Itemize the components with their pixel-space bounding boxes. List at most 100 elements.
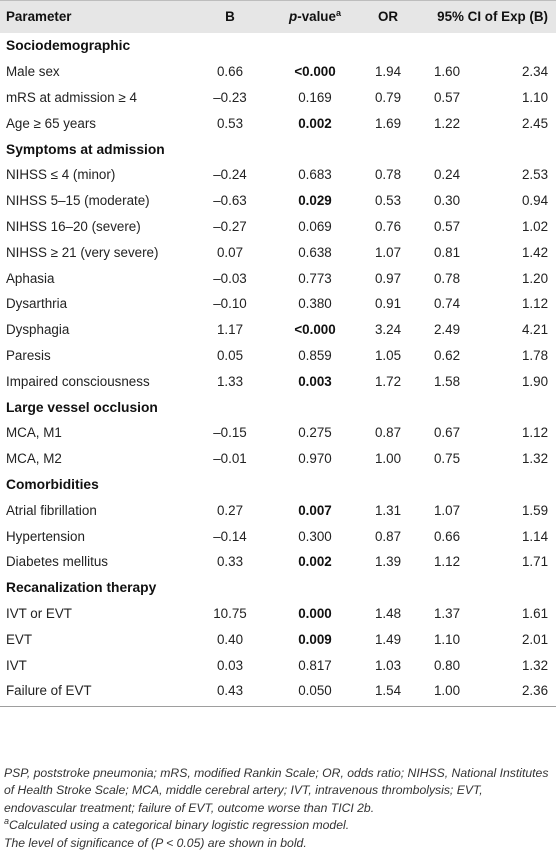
cell-pvalue: 0.683 [298, 167, 332, 183]
cell-or: 1.72 [374, 373, 402, 389]
table-row: Dysarthria –0.10 0.380 0.91 0.74 1.12 [0, 290, 556, 317]
table-body: Sociodemographic Male sex 0.66 <0.000 1.94 1.… [0, 33, 556, 704]
cell-ci-lower: 1.22 [433, 115, 461, 131]
notes-significance: The level of significance of (P < 0.05) … [4, 835, 307, 850]
cell-ci-lower: 1.10 [433, 631, 461, 647]
cell-parameter: Hypertension [6, 528, 85, 544]
table-top-rule [0, 0, 556, 1]
notes-abbreviations: PSP, poststroke pneumonia; mRS, modified… [4, 766, 549, 815]
cell-ci-upper: 1.10 [521, 89, 549, 105]
cell-b: 0.03 [216, 657, 244, 673]
cell-or: 0.53 [374, 193, 402, 209]
cell-b: 0.05 [216, 347, 244, 363]
table-bottom-rule [0, 706, 556, 707]
cell-b: 1.33 [216, 373, 244, 389]
table-notes: PSP, poststroke pneumonia; mRS, modified… [4, 765, 552, 852]
cell-pvalue: <0.000 [294, 322, 336, 338]
cell-parameter: Diabetes mellitus [6, 554, 108, 570]
cell-pvalue: 0.003 [298, 373, 332, 389]
cell-ci-upper: 4.21 [521, 322, 549, 338]
cell-pvalue: 0.817 [298, 657, 332, 673]
cell-parameter: mRS at admission ≥ 4 [6, 89, 137, 105]
table-row: Male sex 0.66 <0.000 1.94 1.60 2.34 [0, 58, 556, 85]
cell-ci-lower: 1.60 [433, 64, 461, 80]
header-or: OR [377, 9, 399, 24]
header-b: B [225, 9, 235, 24]
cell-parameter: Failure of EVT [6, 683, 92, 699]
cell-ci-upper: 1.20 [521, 270, 549, 286]
cell-parameter: NIHSS 16–20 (severe) [6, 218, 141, 234]
cell-parameter: Male sex [6, 64, 60, 80]
cell-parameter: NIHSS ≤ 4 (minor) [6, 167, 116, 183]
cell-ci-lower: 0.75 [433, 451, 461, 467]
cell-ci-lower: 0.57 [433, 218, 461, 234]
cell-or: 1.00 [374, 451, 402, 467]
cell-ci-upper: 1.42 [521, 244, 549, 260]
table-row: NIHSS ≤ 4 (minor) –0.24 0.683 0.78 0.24 2.53 [0, 161, 556, 188]
cell-b: 0.53 [216, 115, 244, 131]
cell-parameter: NIHSS ≥ 21 (very severe) [6, 244, 159, 260]
header-ci: 95% CI of Exp (B) [437, 9, 549, 24]
table-row: MCA, M2 –0.01 0.970 1.00 0.75 1.32 [0, 445, 556, 472]
cell-ci-upper: 2.36 [521, 683, 549, 699]
cell-b: 0.27 [216, 502, 244, 518]
cell-pvalue: 0.002 [298, 554, 332, 570]
cell-ci-upper: 2.01 [521, 631, 549, 647]
header-pvalue-rest: -value [297, 9, 336, 24]
cell-or: 1.05 [374, 347, 402, 363]
cell-or: 0.79 [374, 89, 402, 105]
cell-b: 0.07 [216, 244, 244, 260]
cell-or: 0.91 [374, 296, 402, 312]
section-heading: Comorbidities [6, 476, 99, 492]
cell-pvalue: 0.970 [298, 451, 332, 467]
section-row: Large vessel occlusion [0, 394, 556, 420]
cell-parameter: Atrial fibrillation [6, 502, 97, 518]
table-row: EVT 0.40 0.009 1.49 1.10 2.01 [0, 626, 556, 653]
section-heading: Sociodemographic [6, 38, 131, 54]
table-row: MCA, M1 –0.15 0.275 0.87 0.67 1.12 [0, 419, 556, 446]
section-row: Symptoms at admission [0, 136, 556, 162]
cell-b: –0.03 [213, 270, 247, 286]
table-row: Impaired consciousness 1.33 0.003 1.72 1.58 1… [0, 368, 556, 395]
section-heading: Large vessel occlusion [6, 399, 158, 415]
cell-pvalue: 0.380 [298, 296, 332, 312]
cell-or: 1.48 [374, 605, 402, 621]
table-row: NIHSS 16–20 (severe) –0.27 0.069 0.76 0.57 1.… [0, 213, 556, 240]
cell-parameter: NIHSS 5–15 (moderate) [6, 193, 150, 209]
cell-ci-lower: 0.57 [433, 89, 461, 105]
cell-b: –0.23 [213, 89, 247, 105]
cell-ci-upper: 1.32 [521, 451, 549, 467]
cell-ci-upper: 1.02 [521, 218, 549, 234]
cell-parameter: MCA, M2 [6, 451, 62, 467]
cell-pvalue: 0.300 [298, 528, 332, 544]
cell-b: –0.24 [213, 167, 247, 183]
cell-ci-lower: 1.07 [433, 502, 461, 518]
cell-ci-lower: 2.49 [433, 322, 461, 338]
cell-parameter: IVT or EVT [6, 605, 72, 621]
cell-parameter: IVT [6, 657, 27, 673]
section-row: Recanalization therapy [0, 575, 556, 601]
cell-ci-lower: 0.78 [433, 270, 461, 286]
cell-parameter: Paresis [6, 347, 51, 363]
cell-or: 3.24 [374, 322, 402, 338]
cell-pvalue: 0.638 [298, 244, 332, 260]
cell-pvalue: 0.773 [298, 270, 332, 286]
cell-pvalue: 0.000 [298, 605, 332, 621]
cell-ci-upper: 1.32 [521, 657, 549, 673]
cell-pvalue: 0.275 [298, 425, 332, 441]
cell-ci-upper: 2.53 [521, 167, 549, 183]
cell-parameter: Impaired consciousness [6, 373, 150, 389]
cell-or: 1.03 [374, 657, 402, 673]
section-heading: Symptoms at admission [6, 141, 165, 157]
cell-b: 1.17 [216, 322, 244, 338]
cell-b: –0.15 [213, 425, 247, 441]
cell-ci-lower: 0.67 [433, 425, 461, 441]
cell-ci-upper: 1.61 [521, 605, 549, 621]
cell-or: 0.78 [374, 167, 402, 183]
cell-ci-upper: 1.71 [521, 554, 549, 570]
cell-pvalue: <0.000 [294, 64, 336, 80]
cell-ci-upper: 1.14 [521, 528, 549, 544]
cell-ci-lower: 0.30 [433, 193, 461, 209]
notes-footnote-mark: a [4, 816, 10, 827]
